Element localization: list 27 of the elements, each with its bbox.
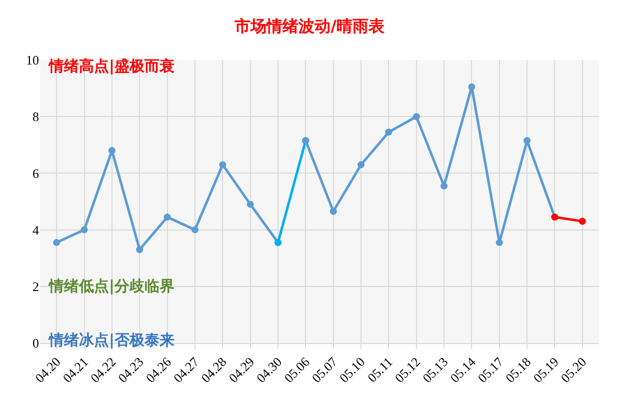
point xyxy=(578,218,586,225)
point xyxy=(136,246,144,254)
chart-title: 市场情绪波动/晴雨表 xyxy=(234,16,386,36)
point xyxy=(330,208,337,215)
y-tick-label: 0 xyxy=(32,336,39,351)
point xyxy=(412,113,420,120)
point xyxy=(496,239,503,246)
annotation: 情绪高点|盛极而衰 xyxy=(48,57,174,75)
y-tick-label: 4 xyxy=(32,222,40,238)
y-tick-label: 2 xyxy=(32,278,39,294)
point xyxy=(468,83,476,90)
point xyxy=(219,161,226,168)
point xyxy=(524,137,531,144)
point xyxy=(108,147,116,154)
y-tick-label: 8 xyxy=(32,109,39,124)
point xyxy=(164,214,171,221)
point xyxy=(246,200,254,208)
point xyxy=(80,226,88,234)
y-tick-label: 6 xyxy=(32,166,40,181)
point xyxy=(53,239,60,246)
annotation: 情绪低点|分歧临界 xyxy=(48,277,174,295)
annotation: 情绪冰点|否极泰来 xyxy=(48,331,174,349)
point xyxy=(191,226,198,234)
point xyxy=(440,182,448,190)
point xyxy=(358,161,365,168)
y-tick-label: 10 xyxy=(26,52,39,68)
point xyxy=(385,128,392,136)
